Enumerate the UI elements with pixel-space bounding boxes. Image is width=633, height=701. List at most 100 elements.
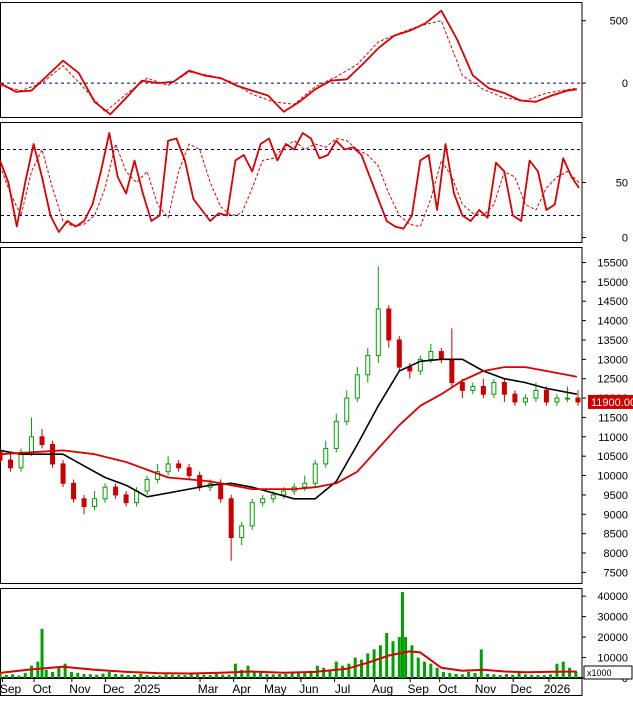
time-axis-label: Dec: [511, 682, 532, 696]
momentum-solid-line: [0, 9, 578, 116]
price-y-tick-label: 15500: [597, 257, 628, 269]
volume-bar: [511, 674, 515, 678]
volume-bar: [88, 674, 92, 678]
volume-y-tick-label: 40000: [597, 591, 628, 603]
volume-bar: [164, 674, 168, 678]
volume-bar: [158, 675, 162, 678]
volume-bar: [233, 663, 237, 678]
time-axis-label: May: [264, 682, 287, 696]
volume-bar: [448, 672, 452, 678]
volume-bar: [454, 673, 458, 678]
last-price-label: 11900.00: [591, 397, 633, 409]
price-y-tick-label: 8000: [604, 548, 628, 560]
volume-bar: [221, 674, 225, 678]
oscillator-panel: 50 0: [0, 122, 628, 245]
volume-bar: [517, 672, 521, 678]
candle-body: [312, 463, 318, 484]
time-axis-label: 2026: [544, 682, 571, 696]
volume-bar: [504, 673, 508, 678]
price-y-tick-label: 13500: [597, 335, 628, 347]
price-y-tick-label: 15000: [597, 277, 628, 289]
candle-body: [543, 389, 549, 403]
volume-bar: [177, 674, 181, 678]
volume-y-tick-label: 20000: [597, 632, 628, 644]
price-y-tick-label: 9500: [604, 490, 628, 502]
volume-bar: [574, 671, 578, 678]
candle-body: [575, 397, 581, 403]
candle-body: [459, 382, 465, 391]
volume-bar: [63, 663, 67, 678]
volume-bar: [4, 674, 8, 678]
candle-body: [29, 436, 35, 453]
volume-bar: [0, 673, 2, 678]
volume-bar: [40, 628, 44, 678]
time-axis-label: Apr: [232, 682, 251, 696]
volume-bar: [271, 674, 275, 678]
candle-body: [218, 482, 224, 500]
volume-bar: [492, 674, 496, 678]
candle-body: [239, 525, 245, 539]
volume-bar: [404, 637, 408, 678]
volume-bar: [240, 669, 244, 678]
volume-unit-label: x1000: [587, 668, 612, 678]
time-axis-label: Nov: [475, 682, 496, 696]
volume-bar: [11, 674, 15, 678]
volume-bar: [341, 665, 345, 678]
volume-panel: 400003000020000100000: [0, 588, 628, 685]
volume-bar: [183, 675, 187, 678]
volume-bar: [284, 673, 288, 678]
time-axis-label: Oct: [438, 682, 457, 696]
candle-body: [449, 358, 455, 384]
volume-bar: [410, 645, 414, 678]
candle-body: [134, 490, 140, 504]
candle-body: [270, 494, 276, 500]
volume-bar: [214, 673, 218, 678]
volume-bar: [145, 675, 149, 678]
candle-body: [512, 393, 518, 403]
time-axis: Sep Oct Nov Dec 2025 Mar Apr May Jun Jul Aug Sep Oct…: [0, 678, 583, 696]
candle-body: [564, 397, 570, 400]
volume-bar: [278, 674, 282, 678]
candle-body: [260, 498, 266, 504]
candle-body: [0, 451, 3, 461]
candle-body: [480, 385, 486, 395]
volume-bar: [353, 657, 357, 678]
volume-bar: [530, 674, 534, 678]
candle-body: [165, 463, 171, 473]
time-axis-label: Sep: [408, 682, 430, 696]
volume-bar: [416, 657, 420, 678]
candle-body: [155, 471, 161, 480]
volume-bar: [366, 653, 370, 678]
price-y-tick-label: 9000: [604, 509, 628, 521]
volume-bar: [69, 671, 73, 678]
volume-bar: [423, 661, 427, 678]
price-y-tick-label: 13000: [597, 354, 628, 366]
price-y-tick-label: 8500: [604, 529, 628, 541]
candle-body: [386, 308, 392, 341]
volume-bar: [479, 649, 483, 678]
volume-bar: [303, 671, 307, 678]
oscillator-y-tick-label: 0: [622, 233, 628, 245]
price-y-tick-label: 12500: [597, 374, 628, 386]
oscillator-solid-line: [0, 132, 580, 233]
volume-frame: [0, 588, 583, 678]
candle-body: [249, 502, 255, 527]
candle-body: [113, 486, 119, 496]
momentum-frame: [0, 2, 583, 118]
volume-bar: [467, 671, 471, 678]
candle-body: [60, 463, 66, 484]
volume-bar: [473, 672, 477, 678]
candle-body: [186, 467, 192, 477]
candle-body: [470, 385, 476, 391]
volume-bar: [133, 674, 137, 678]
candle-body: [81, 498, 87, 508]
candle-body: [176, 463, 182, 469]
price-y-tick-label: 14500: [597, 296, 628, 308]
overlay-labels: 11900.00 x1000: [583, 394, 633, 680]
volume-bar: [372, 649, 376, 678]
ma_fast-line: [0, 358, 578, 500]
price-y-tick-label: 11500: [598, 412, 628, 424]
candle-body: [396, 339, 402, 368]
